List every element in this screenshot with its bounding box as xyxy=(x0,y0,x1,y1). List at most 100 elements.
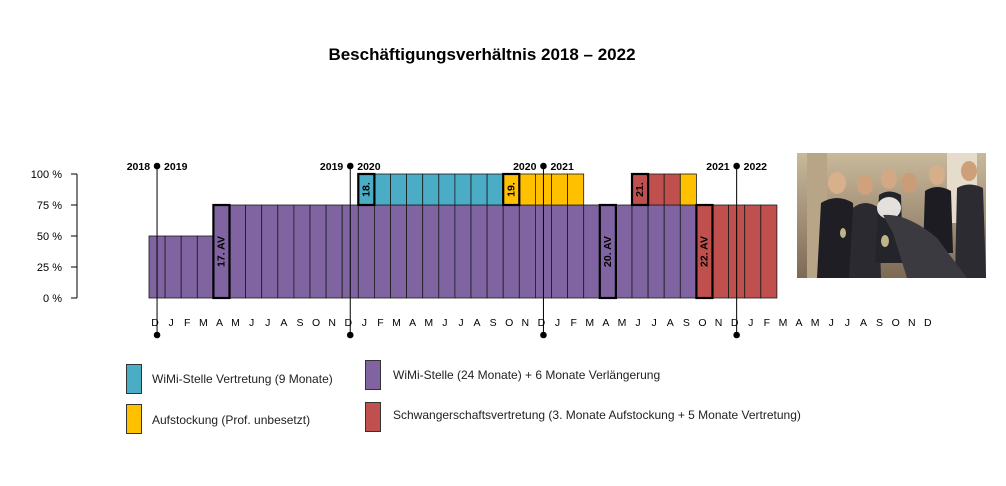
x-tick-label: J xyxy=(362,317,367,329)
x-tick-label: A xyxy=(280,317,287,329)
x-tick-label: M xyxy=(392,317,401,329)
bar-segment xyxy=(470,173,488,206)
x-tick-label: S xyxy=(876,317,883,329)
bar-segment xyxy=(390,204,408,299)
x-tick-label: J xyxy=(442,317,447,329)
x-tick-label: D xyxy=(924,317,932,329)
year-marker-dot-top xyxy=(346,162,354,170)
x-tick-label: A xyxy=(602,317,609,329)
bar-segment xyxy=(164,235,182,299)
x-tick-label: F xyxy=(377,317,383,329)
bar-segment xyxy=(390,173,408,206)
x-tick-label: M xyxy=(585,317,594,329)
bar-segment xyxy=(551,204,569,299)
contract-markers: 17. AV 18. 19. 20. AV 21. 22. AV xyxy=(212,172,714,300)
year-marker-right-label: 2019 xyxy=(164,161,188,173)
bar-segment xyxy=(712,204,730,299)
legend-label-wimi-vertretung: WiMi-Stelle Vertretung (9 Monate) xyxy=(152,372,333,386)
bar-segment xyxy=(502,204,520,299)
x-tick-label: A xyxy=(667,317,674,329)
x-tick-label: J xyxy=(265,317,270,329)
legend-label-schwanger: Schwangerschaftsvertretung (3. Monate Au… xyxy=(393,408,801,422)
year-marker-left-label: 2020 xyxy=(513,161,537,173)
y-tick-label: 0 % xyxy=(43,293,62,305)
bar-segment xyxy=(196,235,214,299)
bar-segment xyxy=(583,204,601,299)
contract-marker-label: 18. xyxy=(360,182,372,197)
year-marker-dot-bottom xyxy=(540,331,547,339)
x-tick-label: F xyxy=(184,317,190,329)
bar-segment xyxy=(663,173,681,206)
bar-segment xyxy=(438,173,456,206)
year-marker-left-label: 2021 xyxy=(706,161,730,173)
bar-segment xyxy=(744,204,762,299)
x-tick-label: F xyxy=(570,317,576,329)
bar-segment xyxy=(486,204,504,299)
x-tick-label: O xyxy=(505,317,513,329)
bar-segment xyxy=(180,235,198,299)
year-markers: 2018 2019 2019 2020 2020 2021 2021 2022 xyxy=(127,161,768,339)
bar-segment xyxy=(309,204,327,299)
year-marker-left-label: 2018 xyxy=(127,161,151,173)
contract-marker-box xyxy=(212,203,231,300)
y-axis: 0 % 25 % 50 % 75 % 100 % xyxy=(31,169,78,305)
legend-label-aufstockung: Aufstockung (Prof. unbesetzt) xyxy=(152,413,311,427)
contract-marker-box xyxy=(695,203,714,300)
x-tick-label: A xyxy=(474,317,481,329)
bar-segment xyxy=(373,204,391,299)
year-marker-dot-top xyxy=(733,162,740,170)
x-tick-label: A xyxy=(216,317,223,329)
x-tick-label: S xyxy=(296,317,303,329)
x-tick-label: J xyxy=(169,317,174,329)
bar-segment xyxy=(277,204,295,299)
bar-segment xyxy=(261,204,279,299)
legend-swatch-schwanger xyxy=(365,402,381,432)
bar-segment xyxy=(470,204,488,299)
x-tick-label: J xyxy=(458,317,463,329)
contract-marker-label: 22. AV xyxy=(698,236,710,267)
x-tick-label: D xyxy=(151,317,159,329)
bar-segment xyxy=(631,204,649,299)
bar-segment xyxy=(245,204,263,299)
x-tick-label: M xyxy=(231,317,240,329)
x-tick-label: M xyxy=(199,317,208,329)
bars-group xyxy=(148,173,778,299)
bar-segment xyxy=(679,204,697,299)
x-tick-label: N xyxy=(715,317,723,329)
meme-photo xyxy=(797,153,986,278)
x-tick-label: M xyxy=(424,317,433,329)
x-tick-label: J xyxy=(748,317,753,329)
contract-marker-box xyxy=(598,203,617,300)
x-tick-label: N xyxy=(908,317,916,329)
bar-segment xyxy=(567,173,585,206)
bar-segment xyxy=(438,204,456,299)
x-tick-label: M xyxy=(618,317,627,329)
contract-marker-box xyxy=(630,172,650,207)
bar-segment xyxy=(406,204,424,299)
bar-segment xyxy=(325,204,343,299)
y-tick-label: 25 % xyxy=(37,262,62,274)
bar-segment xyxy=(357,204,375,299)
x-tick-label: D xyxy=(538,317,546,329)
x-tick-label: N xyxy=(522,317,530,329)
y-tick-label: 50 % xyxy=(37,231,62,243)
x-tick-label: S xyxy=(683,317,690,329)
bar-segment xyxy=(486,173,504,206)
bar-segment xyxy=(293,204,311,299)
year-marker-right-label: 2020 xyxy=(357,161,381,173)
legend-swatch-wimi-stelle xyxy=(365,360,381,390)
year-marker-dot-top xyxy=(153,162,161,170)
year-marker-dot-top xyxy=(540,162,547,170)
year-marker-right-label: 2022 xyxy=(744,161,768,173)
bar-segment xyxy=(518,173,536,206)
x-tick-label: M xyxy=(779,317,788,329)
bar-segment xyxy=(663,204,681,299)
bar-segment xyxy=(647,204,665,299)
contract-marker-box xyxy=(502,172,521,207)
bar-segment xyxy=(422,173,440,206)
x-tick-label: D xyxy=(731,317,739,329)
bar-segment xyxy=(647,173,665,206)
x-tick-label: O xyxy=(892,317,900,329)
